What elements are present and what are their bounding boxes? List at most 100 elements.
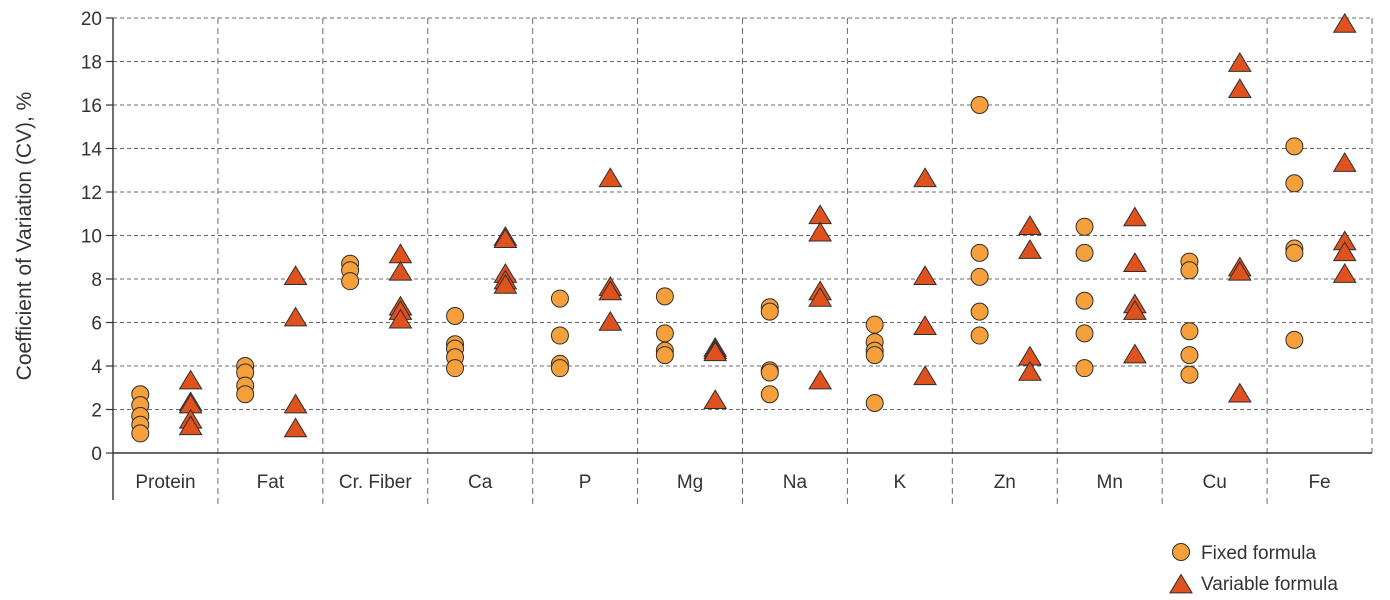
legend-label: Variable formula [1201,574,1338,595]
data-point-triangle [1018,239,1042,259]
category-label: Ca [468,472,493,493]
y-tick-label: 14 [81,140,103,161]
category-label: Na [783,472,808,493]
y-axis-label: Coefficient of Variation (CV), % [13,92,36,381]
data-point-triangle [598,280,623,301]
y-tick-labels: 0 2 4 6 8 10 12 14 16 18 20 [81,9,103,465]
data-point-circle [446,359,465,378]
data-point-triangle [703,389,728,409]
y-tick-label: 8 [91,270,102,291]
category-labels: Protein Fat Cr. Fiber Ca P Mg Na K Zn Mn Cu Fe [135,472,1330,493]
data-point-triangle [493,273,518,294]
data-point-triangle [808,221,833,242]
data-point-circle [970,96,989,114]
data-point-circle [1285,137,1304,156]
data-point-triangle [283,417,308,438]
data-point-circle [1075,243,1094,262]
data-point-triangle [178,415,203,436]
data-point-circle [760,363,779,382]
y-tick-label: 20 [81,9,102,30]
data-point-circle [1180,322,1199,341]
data-marks [131,12,1357,443]
data-point-circle [550,359,569,378]
data-point-triangle [1332,12,1357,33]
data-point-triangle [1332,263,1357,283]
data-point-triangle [1332,152,1357,172]
data-point-circle [446,306,465,325]
data-point-triangle [493,228,518,249]
y-tick-label: 2 [91,401,102,422]
data-point-triangle [913,265,937,286]
legend-item: Fixed formula [1172,543,1317,564]
y-tick-label: 10 [81,227,102,248]
data-point-triangle [283,306,308,327]
data-point-triangle [1122,206,1147,227]
y-tick-label: 16 [81,96,102,117]
series-variable-formula [178,12,1357,438]
legend-marker-circle [1172,543,1190,561]
data-point-circle [1285,174,1304,193]
y-tick-label: 6 [91,314,102,335]
data-point-triangle [808,286,833,307]
data-point-triangle [598,167,623,188]
data-point-triangle [388,308,413,329]
data-point-circle [970,326,989,345]
data-point-triangle [283,265,308,286]
data-point-circle [970,267,989,286]
data-point-circle [1075,217,1094,236]
legend-label: Fixed formula [1201,543,1317,564]
data-point-triangle [1332,241,1357,262]
category-label: Fe [1308,472,1330,493]
category-label: K [894,472,907,493]
y-tick-label: 4 [91,357,102,378]
category-label: Fat [257,472,285,493]
series-fixed-formula [131,96,1304,443]
category-label: Cr. Fiber [339,472,413,493]
data-point-circle [655,324,674,343]
data-point-circle [1285,243,1304,262]
data-point-triangle [913,365,937,386]
data-point-circle [1075,291,1094,310]
legend: Fixed formula Variable formula [1169,543,1338,595]
data-point-triangle [808,204,833,225]
data-point-circle [341,272,360,291]
data-point-triangle [1227,78,1252,98]
data-point-triangle [598,310,623,331]
data-point-triangle [178,369,203,390]
data-point-circle [550,289,569,308]
data-point-circle [1285,330,1304,349]
data-point-circle [970,243,989,262]
data-point-circle [865,393,884,412]
data-point-triangle [913,315,937,336]
data-point-circle [760,385,779,404]
category-label: Mn [1097,472,1123,493]
data-point-circle [550,326,569,345]
data-point-triangle [703,341,728,362]
data-point-triangle [283,393,308,414]
data-point-circle [131,424,150,443]
data-point-triangle [1122,252,1147,272]
data-point-circle [655,287,674,306]
data-point-circle [970,302,989,321]
data-point-triangle [1227,52,1252,72]
category-label: P [579,472,592,493]
data-point-circle [1075,324,1094,343]
axes [106,17,1372,500]
data-point-circle [1075,359,1094,378]
category-label: Mg [677,472,703,493]
data-point-triangle [913,167,937,188]
data-point-triangle [1227,382,1252,403]
data-point-circle [1180,346,1199,365]
legend-marker-triangle [1169,573,1193,594]
category-label: Protein [135,472,195,493]
data-point-triangle [1018,215,1042,235]
data-point-triangle [1018,360,1042,381]
grid [113,17,1373,508]
y-tick-label: 18 [81,53,102,74]
data-point-circle [760,302,779,321]
y-tick-label: 12 [81,183,102,204]
data-point-circle [236,385,255,404]
y-tick-label: 0 [91,444,102,465]
legend-item: Variable formula [1169,573,1338,595]
